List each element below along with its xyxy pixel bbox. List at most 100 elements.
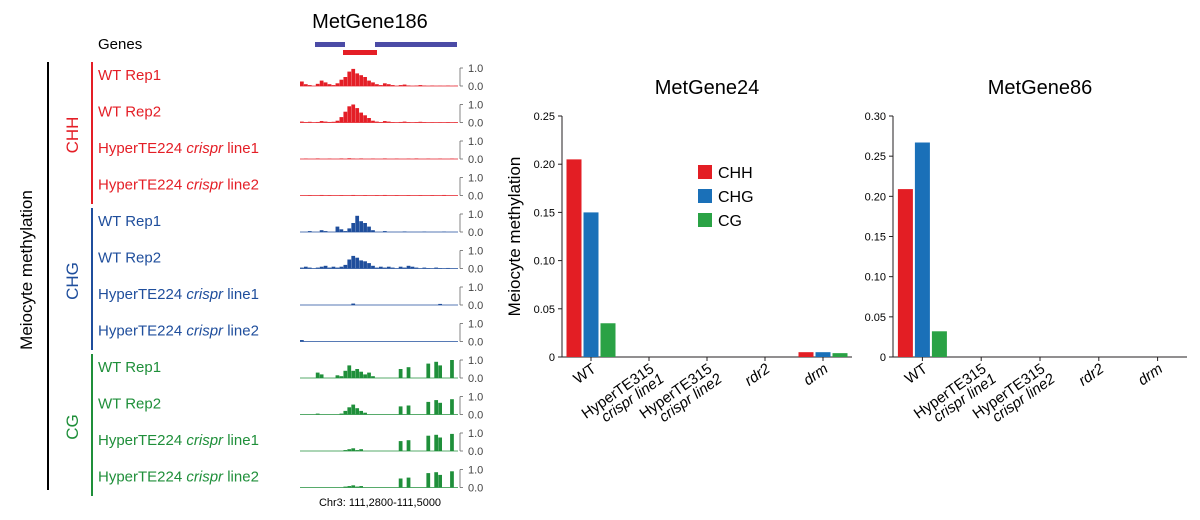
track-label: WT Rep2 — [98, 250, 161, 267]
signal-bar — [363, 261, 367, 269]
signal-bar — [410, 266, 415, 269]
track-label: HyperTE224 crispr line2 — [98, 177, 259, 194]
y-tick-label: 0.10 — [865, 272, 886, 284]
signal-bar — [398, 121, 403, 123]
track-label-main: HyperTE224 — [98, 323, 186, 340]
y-tick-label: 0.30 — [865, 111, 886, 123]
track-label-main: HyperTE224 — [98, 432, 186, 449]
signal-bar — [347, 449, 352, 451]
y-tick-label: 0.15 — [534, 207, 555, 219]
signal-bar — [375, 121, 379, 123]
signal-bar — [406, 440, 411, 451]
signal-bar — [339, 376, 344, 378]
track: WT Rep2 1.0 0.0 — [98, 100, 483, 130]
signal-bar — [371, 376, 375, 378]
track-label-main: WT Rep1 — [98, 213, 161, 230]
scale-label-bottom: 0.0 — [468, 81, 483, 93]
legend-label: CG — [718, 213, 742, 230]
signal-bar — [371, 120, 375, 123]
track-label-italic: crispr — [186, 432, 224, 449]
scale-label-top: 1.0 — [468, 319, 483, 331]
scale-label-bottom: 0.0 — [468, 118, 483, 130]
y-tick-label: 0.15 — [865, 232, 886, 244]
y-tick-label: 0.25 — [534, 111, 555, 123]
legend-swatch-chh — [698, 165, 712, 179]
signal-bar — [300, 121, 304, 123]
context-label: CHG — [63, 262, 82, 300]
track-label-italic: crispr — [186, 140, 224, 157]
signal-bar — [363, 77, 367, 86]
legend-label: CHG — [718, 189, 754, 206]
scale-label-top: 1.0 — [468, 63, 483, 75]
signal-bar — [355, 369, 360, 378]
signal-bar — [351, 303, 356, 305]
x-tick-label: rdr2 — [742, 360, 774, 390]
bar-chg — [583, 212, 599, 357]
signal-bar — [406, 85, 411, 86]
signal-bar — [434, 267, 439, 269]
signal-bar — [418, 85, 423, 86]
signal-bar — [331, 121, 336, 123]
bar-chh — [566, 159, 582, 357]
signal-bar — [351, 370, 356, 378]
signal-bar — [363, 115, 367, 123]
signal-bar — [323, 121, 328, 123]
signal-bar — [315, 267, 320, 269]
signal-bar — [331, 85, 336, 86]
signal-bar — [414, 158, 419, 159]
signal-bar — [339, 266, 344, 269]
signal-bar — [367, 118, 371, 123]
chart-title: MetGene86 — [988, 77, 1093, 99]
signal-bar — [339, 117, 344, 123]
x-tick-label: drm — [800, 360, 831, 389]
signal-bar — [347, 106, 352, 123]
signal-bar — [343, 231, 348, 232]
signal-bar — [335, 226, 340, 232]
signal-bar — [351, 104, 356, 123]
signal-bar — [355, 215, 360, 232]
legend-swatch-chg — [698, 189, 712, 203]
scale-label-bottom: 0.0 — [468, 483, 483, 495]
signal-bar — [367, 226, 371, 232]
signal-bar — [390, 85, 395, 86]
bar-chg — [914, 142, 930, 357]
bar-chh — [798, 352, 814, 357]
signal-bar — [359, 260, 364, 269]
signal-bar — [351, 223, 356, 232]
signal-bar — [450, 360, 454, 378]
scale-label-top: 1.0 — [468, 209, 483, 221]
signal-bar — [367, 80, 371, 86]
signal-bar — [300, 340, 304, 342]
y-tick-label: 0.10 — [534, 256, 555, 268]
signal-bar — [351, 255, 356, 269]
scale-label-bottom: 0.0 — [468, 264, 483, 276]
track-label: HyperTE224 crispr line1 — [98, 140, 259, 157]
signal-bar — [335, 267, 340, 269]
signal-bar — [303, 84, 308, 86]
track: WT Rep1 1.0 0.0 — [98, 209, 483, 239]
signal-bar — [351, 485, 356, 488]
signal-bar — [363, 223, 367, 232]
y-tick-label: 0.20 — [865, 191, 886, 203]
signal-bar — [300, 81, 304, 86]
bar-chg — [815, 352, 831, 357]
signal-bar — [382, 83, 387, 86]
signal-bar — [382, 267, 387, 269]
signal-bar — [355, 486, 360, 488]
track-label-main: HyperTE224 — [98, 177, 186, 194]
signal-bar — [339, 413, 344, 415]
signal-bar — [343, 450, 348, 451]
signal-bar — [323, 265, 328, 269]
gene-model-gap — [345, 42, 375, 47]
signal-bar — [406, 405, 411, 415]
scale-label-top: 1.0 — [468, 428, 483, 440]
scale-label-bottom: 0.0 — [468, 446, 483, 458]
signal-bar — [434, 361, 439, 378]
signal-bar — [351, 448, 356, 451]
signal-bar — [434, 472, 439, 488]
signal-bar — [438, 437, 443, 451]
signal-bar — [382, 158, 387, 159]
signal-bar — [426, 401, 431, 415]
bar-cg — [600, 323, 616, 357]
